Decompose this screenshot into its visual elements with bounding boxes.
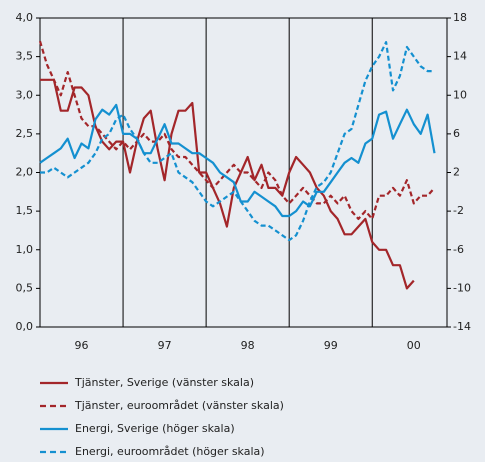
y-tick-label: 4,0 <box>16 11 34 24</box>
series-line <box>40 41 435 242</box>
legend-label: Energi, euroområdet (höger skala) <box>75 445 265 458</box>
legend-label: Tjänster, euroområdet (vänster skala) <box>74 399 284 412</box>
series-line <box>38 40 436 220</box>
y2-tick-label: -14 <box>453 320 471 333</box>
x-tick-label: 96 <box>75 339 89 352</box>
series-line <box>39 103 436 218</box>
y-tick-label: 1,0 <box>16 243 34 256</box>
series-line <box>40 78 415 290</box>
y2-tick-label: -10 <box>453 281 471 294</box>
y2-tick-label: -2 <box>453 204 464 217</box>
y-tick-label: 3,5 <box>16 50 34 63</box>
y2-tick-label: 14 <box>453 50 467 63</box>
y2-tick-label: 6 <box>453 127 460 140</box>
y-tick-label: 3,0 <box>16 88 34 101</box>
y-tick-label: 0,5 <box>16 281 34 294</box>
x-tick-label: 98 <box>241 339 255 352</box>
y2-tick-label: -6 <box>453 243 464 256</box>
y2-tick-label: 10 <box>453 88 467 101</box>
y2-tick-label: 18 <box>453 11 467 24</box>
legend-label: Energi, Sverige (höger skala) <box>75 422 235 435</box>
y-tick-label: 0,0 <box>16 320 34 333</box>
y2-tick-label: 2 <box>453 166 460 179</box>
x-tick-label: 97 <box>158 339 172 352</box>
y-tick-label: 2,0 <box>16 166 34 179</box>
y-tick-label: 2,5 <box>16 127 34 140</box>
x-tick-label: 99 <box>324 339 338 352</box>
y-tick-label: 1,5 <box>16 204 34 217</box>
legend-label: Tjänster, Sverige (vänster skala) <box>74 376 254 389</box>
x-tick-label: 00 <box>407 339 421 352</box>
